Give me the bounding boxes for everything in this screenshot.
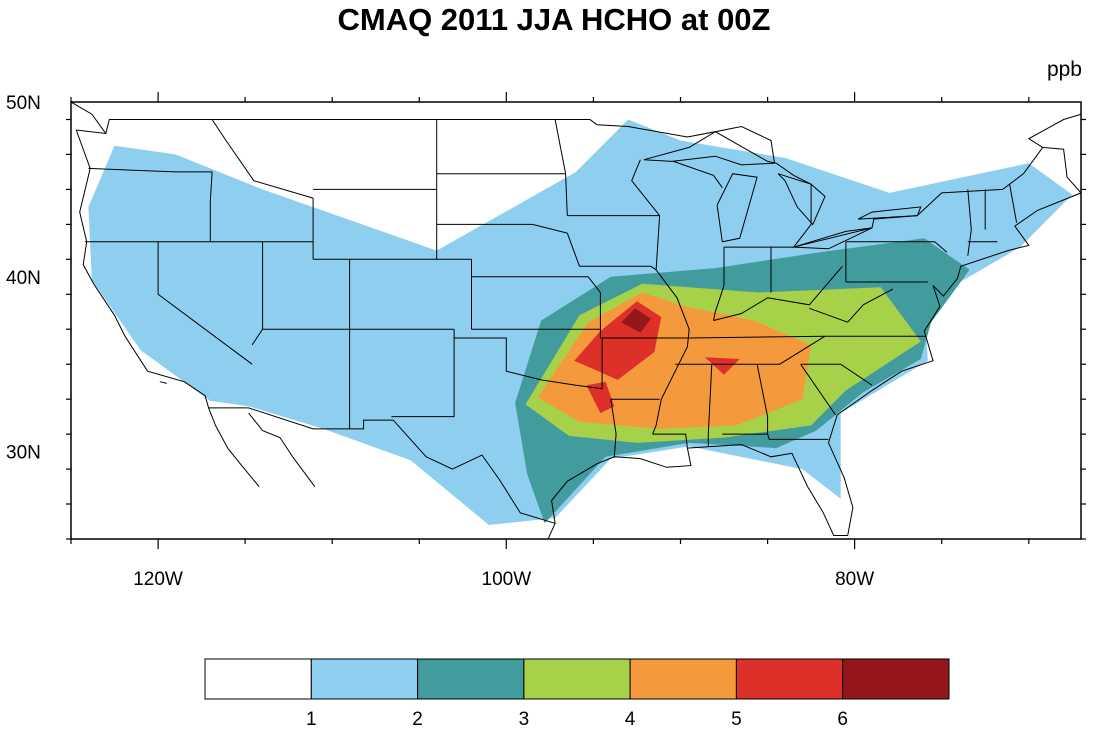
state-boundaries bbox=[71, 102, 1081, 539]
s-oh-river-line bbox=[713, 265, 843, 321]
s-al-ga-line bbox=[722, 364, 769, 435]
colorbar-swatch bbox=[523, 658, 631, 700]
colorbar-label: 5 bbox=[731, 709, 742, 730]
colorbar-swatch bbox=[310, 658, 419, 700]
baja-coast-line bbox=[208, 407, 260, 487]
hcho-level-5-region bbox=[586, 381, 615, 414]
colorbar-swatch bbox=[842, 658, 950, 700]
lake-huron-line bbox=[777, 173, 826, 226]
hcho-level-6-region bbox=[621, 308, 651, 333]
lake-erie-line bbox=[793, 227, 873, 250]
lake-ontario-line bbox=[857, 206, 922, 220]
lat-label: 40N bbox=[6, 268, 41, 289]
colorbar-swatch bbox=[629, 658, 737, 700]
s-pa-ny-line bbox=[845, 241, 948, 253]
s-la-west-line bbox=[610, 399, 617, 457]
s-ms-al-line bbox=[707, 364, 713, 447]
s-me-nh-line bbox=[1009, 184, 1018, 223]
lon-label: 80W bbox=[835, 569, 874, 590]
s-fl-ga-line bbox=[767, 433, 829, 440]
s-ks-mo-line bbox=[587, 276, 601, 293]
s-ok-pan-line bbox=[454, 337, 603, 390]
s-ca-coast-ch-line bbox=[159, 381, 167, 384]
s-sd-ne-line bbox=[436, 223, 568, 234]
canada-west-line bbox=[71, 102, 107, 134]
units-label: ppb bbox=[1046, 58, 1082, 81]
s-nm-tx-line bbox=[391, 329, 455, 418]
map-title: CMAQ 2011 JJA HCHO at 00Z bbox=[337, 2, 771, 37]
colorbar: 1 2 3 4 5 6 bbox=[204, 658, 950, 730]
mexico-gulf-coast-line bbox=[547, 523, 556, 539]
s-id-or-line bbox=[209, 171, 213, 242]
s-mn-west-line bbox=[554, 119, 568, 216]
s-la-ms-line bbox=[652, 433, 688, 449]
lake-michigan-line bbox=[716, 173, 758, 243]
s-ne-ia-line bbox=[566, 232, 580, 267]
lat-label: 50N bbox=[6, 93, 41, 114]
us-outline-line bbox=[75, 119, 1081, 536]
s-ia-mo-line bbox=[579, 265, 657, 271]
s-ca-nv-line bbox=[157, 241, 253, 365]
colorbar-label: 1 bbox=[306, 709, 317, 730]
axis-ticks bbox=[66, 92, 1086, 549]
s-tn-south-line bbox=[675, 335, 826, 365]
s-ny-east-line bbox=[967, 189, 972, 256]
colorbar-label: 6 bbox=[837, 709, 848, 730]
lon-label: 120W bbox=[133, 569, 183, 590]
s-wa-or-line bbox=[88, 167, 213, 173]
s-wi-mi-line bbox=[673, 160, 723, 188]
colorbar-label: 4 bbox=[625, 709, 636, 730]
concentration-field-layer bbox=[88, 119, 1073, 525]
axis-labels: 50N 40N 30N 120W 100W 80W bbox=[6, 93, 874, 590]
hcho-level-5-region bbox=[704, 357, 740, 375]
s-ms-river-line bbox=[652, 215, 690, 435]
s-ky-tn-line bbox=[689, 335, 826, 339]
s-nc-sc-line bbox=[800, 363, 873, 386]
s-il-in-line bbox=[713, 247, 725, 321]
colorbar-swatch bbox=[417, 658, 525, 700]
s-mo-east-line bbox=[599, 292, 690, 339]
map-frame bbox=[70, 101, 1082, 540]
s-mn-wi-line bbox=[631, 159, 660, 216]
colorbar-label: 2 bbox=[412, 709, 423, 730]
colorbar-swatch bbox=[204, 658, 312, 700]
sonora-coast-line bbox=[248, 412, 316, 487]
s-id-mt-line bbox=[211, 119, 314, 199]
s-ga-sc-line bbox=[800, 363, 836, 416]
lon-label: 100W bbox=[482, 569, 532, 590]
s-wv-va-line bbox=[809, 288, 894, 323]
lake-superior-line bbox=[643, 125, 776, 166]
canada-east-line bbox=[1027, 113, 1081, 148]
colorbar-label: 3 bbox=[519, 709, 530, 730]
lat-label: 30N bbox=[6, 443, 41, 464]
colorbar-swatch bbox=[735, 658, 844, 700]
